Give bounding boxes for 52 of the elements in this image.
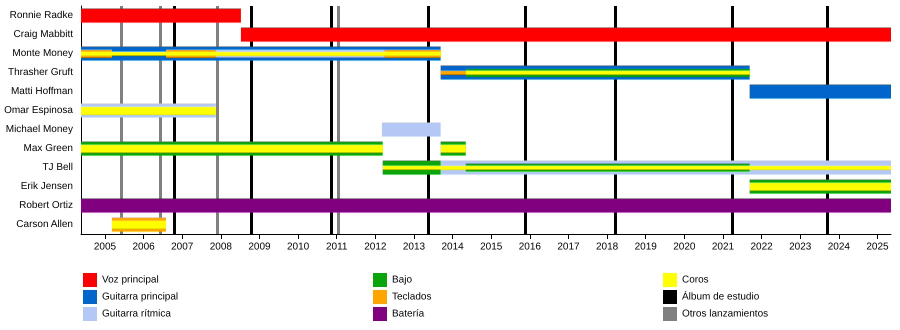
y-tick-label: Monte Money	[12, 48, 73, 59]
legend-label: Bajo	[392, 274, 412, 286]
bar	[81, 144, 383, 152]
bar	[81, 8, 241, 22]
y-tick-label: Max Green	[24, 143, 73, 154]
y-tick-label: Michael Money	[6, 124, 73, 135]
x-tick-label: 2017	[557, 242, 580, 252]
x-tick-label: 2006	[132, 242, 156, 252]
x-tick-label: 2024	[828, 242, 850, 252]
legend-label: Otros lanzamientos	[682, 308, 768, 320]
x-tick-label: 2014	[441, 242, 464, 252]
legend-label: Coros	[682, 274, 709, 286]
x-tick-label: 2012	[364, 242, 387, 252]
legend-label: Batería	[392, 308, 425, 320]
legend-label: Guitarra rítmica	[102, 308, 172, 320]
x-tick-label: 2019	[634, 242, 658, 252]
legend-label: Teclados	[392, 292, 432, 302]
x-tick-label: 2015	[480, 242, 503, 252]
x-tick-label: 2011	[326, 242, 348, 252]
bar	[750, 84, 891, 98]
x-tick-label: 2018	[596, 242, 619, 252]
x-tick-label: 2025	[866, 242, 890, 252]
y-tick-label: TJ Bell	[42, 162, 73, 173]
y-tick-label: Ronnie Radke	[10, 10, 74, 21]
y-tick-label: Erik Jensen	[20, 181, 73, 192]
x-tick-label: 2007	[171, 242, 194, 252]
bar	[382, 122, 441, 136]
x-tick-label: 2005	[94, 242, 117, 252]
x-tick-label: 2021	[712, 242, 735, 252]
legend-label: Álbum de estudio	[682, 290, 760, 302]
bar	[112, 220, 166, 228]
y-tick-label: Carson Allen	[16, 219, 73, 230]
legend-label: Guitarra principal	[102, 292, 178, 302]
x-tick-label: 2010	[286, 242, 310, 252]
x-tick-label: 2013	[402, 242, 426, 252]
bar	[240, 28, 891, 42]
y-tick-label: Thrasher Gruft	[8, 67, 74, 78]
bar	[81, 198, 891, 212]
x-tick-label: 2009	[248, 242, 272, 252]
bar	[750, 182, 891, 190]
x-tick-label: 2022	[750, 242, 774, 252]
bar	[440, 144, 466, 152]
x-tick-label: 2008	[210, 242, 232, 252]
legend-label: Voz principal	[102, 274, 159, 286]
y-tick-label: Omar Espinosa	[4, 105, 74, 116]
x-tick-label: 2020	[673, 242, 696, 252]
y-tick-label: Matti Hoffman	[10, 86, 73, 97]
bar	[81, 106, 216, 114]
x-tick-label: 2023	[789, 242, 812, 252]
y-tick-label: Craig Mabbitt	[14, 29, 74, 40]
x-tick-label: 2016	[518, 242, 542, 252]
y-tick-label: Robert Ortiz	[19, 200, 73, 211]
